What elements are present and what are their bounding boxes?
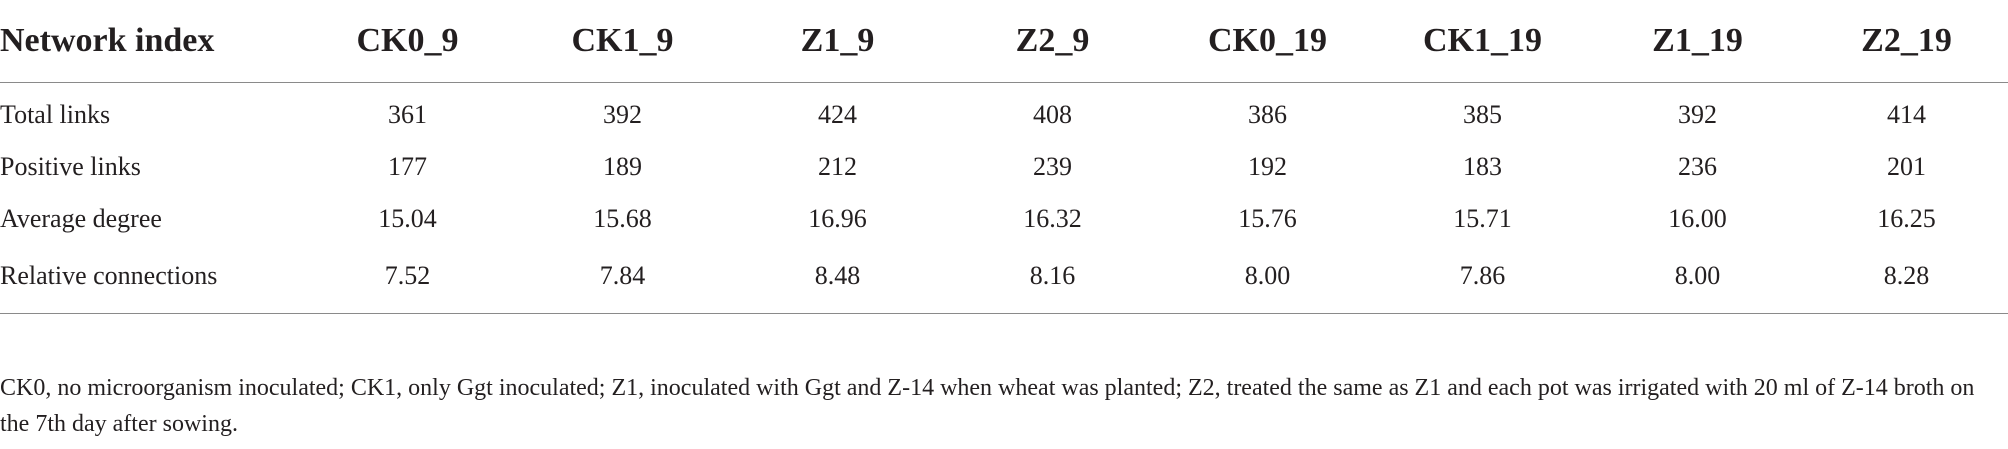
header-row: Network index CK0_9 CK1_9 Z1_9 Z2_9 CK0_… — [0, 0, 2008, 83]
table-cell: 192 — [1248, 152, 1287, 181]
table-cell: 361 — [388, 100, 427, 129]
table-footnote: CK0, no microorganism inoculated; CK1, o… — [0, 375, 1975, 437]
header-network-index: Network index — [0, 0, 300, 83]
table-cell: 7.84 — [515, 245, 730, 314]
table-cell: 8.00 — [1160, 245, 1375, 314]
table-cell: 183 — [1463, 152, 1502, 181]
table-cell: 7.52 — [300, 245, 515, 314]
table-cell: 8.28 — [1805, 245, 2008, 314]
table-cell: 392 — [1678, 100, 1717, 129]
table-cell: 408 — [1033, 100, 1072, 129]
header-z2-9: Z2_9 — [945, 0, 1160, 83]
table-cell: 16.00 — [1668, 204, 1727, 233]
header-z1-9: Z1_9 — [730, 0, 945, 83]
header-ck0-9: CK0_9 — [300, 0, 515, 83]
header-z1-19: Z1_19 — [1590, 0, 1805, 83]
row-label: Total links — [0, 100, 111, 129]
table-cell: 236 — [1678, 152, 1717, 181]
row-label: Relative connections — [0, 245, 300, 314]
header-ck1-9: CK1_9 — [515, 0, 730, 83]
table-cell: 189 — [603, 152, 642, 181]
table-cell: 385 — [1463, 100, 1502, 129]
table-cell: 392 — [603, 100, 642, 129]
table-cell: 386 — [1248, 100, 1287, 129]
table-row: Positive links 177 189 212 239 192 183 2… — [0, 141, 2008, 193]
table-cell: 8.00 — [1590, 245, 1805, 314]
table-cell: 7.86 — [1375, 245, 1590, 314]
table-row: Average degree 15.04 15.68 16.96 16.32 1… — [0, 193, 2008, 245]
row-label: Average degree — [0, 204, 162, 233]
table-cell: 15.71 — [1453, 204, 1512, 233]
table-row: Relative connections 7.52 7.84 8.48 8.16… — [0, 245, 2008, 314]
table-cell: 424 — [818, 100, 857, 129]
table-cell: 8.48 — [730, 245, 945, 314]
table-cell: 16.32 — [1023, 204, 1082, 233]
table-cell: 15.68 — [593, 204, 652, 233]
table-row: Total links 361 392 424 408 386 385 392 … — [0, 83, 2008, 142]
header-ck0-19: CK0_19 — [1160, 0, 1375, 83]
table-cell: 15.76 — [1238, 204, 1297, 233]
table-cell: 212 — [818, 152, 857, 181]
table-cell: 414 — [1887, 100, 1926, 129]
table-cell: 201 — [1887, 152, 1926, 181]
table-cell: 177 — [388, 152, 427, 181]
header-z2-19: Z2_19 — [1805, 0, 2008, 83]
network-index-table: Network index CK0_9 CK1_9 Z1_9 Z2_9 CK0_… — [0, 0, 2008, 314]
table-cell: 16.25 — [1877, 204, 1936, 233]
table-cell: 239 — [1033, 152, 1072, 181]
row-label: Positive links — [0, 152, 141, 181]
table-cell: 15.04 — [378, 204, 437, 233]
table-cell: 16.96 — [808, 204, 867, 233]
table-cell: 8.16 — [945, 245, 1160, 314]
header-ck1-19: CK1_19 — [1375, 0, 1590, 83]
